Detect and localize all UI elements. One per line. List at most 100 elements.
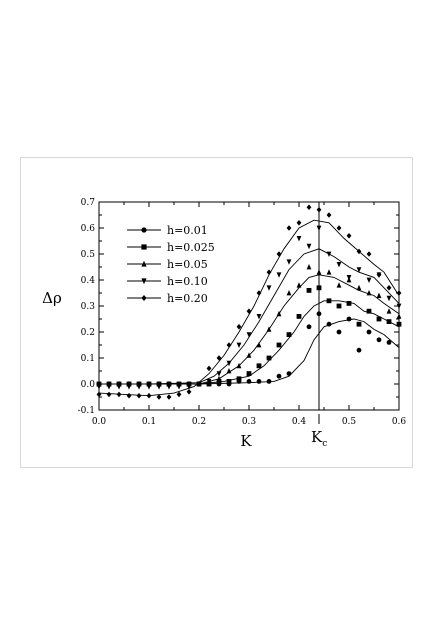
data-point-series-4: [366, 277, 372, 283]
data-point-series-1: [256, 379, 262, 384]
y-tick-label: 0.5: [81, 250, 96, 260]
legend-label: h=0.20: [167, 292, 208, 305]
data-point-series-3: [336, 282, 342, 288]
data-point-series-4: [236, 342, 242, 348]
data-point-series-1: [356, 347, 362, 353]
data-point-series-5: [116, 391, 122, 398]
data-point-series-4: [296, 236, 302, 242]
data-point-series-3: [226, 368, 232, 374]
series-line-1: [99, 318, 400, 385]
data-point-series-5: [396, 290, 402, 296]
data-point-series-4: [116, 384, 122, 390]
data-point-series-5: [106, 391, 112, 398]
data-point-series-4: [166, 384, 172, 390]
data-point-series-2: [286, 332, 292, 337]
x-tick-label: 0.2: [192, 417, 206, 427]
data-point-series-5: [156, 394, 162, 400]
y-tick-label: 0.4: [81, 276, 96, 286]
data-point-series-2: [326, 298, 332, 304]
data-point-series-2: [316, 285, 322, 291]
data-point-series-5: [226, 342, 232, 348]
data-point-series-3: [386, 308, 392, 314]
data-point-series-1: [316, 311, 322, 317]
data-point-series-1: [246, 379, 252, 384]
data-point-series-5: [366, 251, 372, 257]
data-point-series-4: [176, 384, 182, 390]
data-point-series-5: [166, 394, 172, 400]
data-point-series-4: [226, 360, 232, 367]
data-point-series-4: [246, 332, 252, 338]
data-point-series-2: [226, 379, 232, 384]
data-point-series-5: [196, 381, 202, 387]
data-point-series-4: [186, 384, 192, 390]
data-point-series-5: [336, 225, 342, 231]
x-axis-label: K: [240, 432, 252, 450]
y-tick-label: 0.2: [81, 328, 95, 338]
x-tick-label: 0.5: [342, 417, 357, 427]
data-point-series-3: [306, 264, 312, 270]
data-point-series-4: [106, 384, 112, 390]
data-point-series-5: [236, 324, 242, 330]
data-point-series-3: [326, 269, 332, 275]
data-point-series-4: [256, 314, 262, 320]
y-tick-label: -0.1: [78, 406, 95, 416]
legend-marker: [141, 278, 147, 285]
plot-area-frame: [98, 201, 400, 411]
data-point-series-3: [286, 290, 292, 296]
legend-label: h=0.10: [167, 275, 208, 288]
y-tick-label: 0.1: [81, 354, 95, 364]
series-line-4: [99, 248, 400, 385]
data-point-series-4: [326, 251, 332, 257]
y-tick-label: 0.6: [81, 224, 96, 234]
x-tick-label: 0.1: [142, 417, 156, 427]
data-point-series-5: [136, 392, 142, 399]
y-tick-label: 0.3: [81, 302, 96, 312]
data-point-series-2: [216, 379, 222, 384]
data-point-series-5: [256, 290, 262, 296]
x-tick-label: 0.3: [242, 417, 257, 427]
legend-marker: [141, 244, 147, 250]
data-point-series-2: [256, 363, 262, 369]
data-point-series-4: [286, 259, 292, 265]
x-tick-label: 0.0: [92, 417, 107, 427]
legend-label: h=0.01: [167, 224, 208, 237]
data-point-series-5: [316, 207, 322, 213]
data-point-series-4: [396, 303, 402, 309]
figure-frame: [20, 157, 413, 468]
legend-label: h=0.025: [167, 241, 215, 254]
data-point-series-4: [266, 285, 272, 291]
data-point-series-5: [246, 308, 252, 314]
y-axis-label: Δρ: [42, 289, 62, 307]
data-point-series-4: [316, 225, 322, 231]
data-point-series-5: [306, 204, 312, 210]
data-point-series-2: [376, 316, 382, 322]
data-point-series-2: [336, 303, 342, 309]
data-point-series-3: [366, 290, 372, 296]
data-point-series-1: [336, 329, 342, 335]
data-point-series-3: [396, 313, 402, 319]
data-point-series-3: [316, 269, 322, 275]
data-point-series-4: [136, 384, 142, 390]
legend-label: h=0.05: [167, 258, 208, 271]
data-point-series-3: [246, 352, 252, 358]
data-point-series-5: [346, 233, 352, 239]
data-point-series-3: [266, 326, 272, 332]
data-point-series-3: [356, 284, 362, 291]
data-point-series-4: [276, 272, 282, 278]
data-point-series-5: [296, 220, 302, 226]
data-point-series-2: [246, 371, 252, 376]
data-point-series-3: [256, 342, 262, 348]
data-point-series-3: [296, 282, 302, 288]
data-point-series-4: [346, 275, 352, 281]
data-point-series-1: [266, 379, 272, 384]
data-point-series-4: [146, 384, 152, 390]
data-point-series-5: [206, 365, 212, 372]
data-point-series-4: [206, 379, 212, 385]
data-point-series-5: [356, 248, 362, 255]
data-point-series-4: [306, 243, 312, 250]
data-point-series-4: [386, 295, 392, 302]
data-point-series-5: [286, 225, 292, 231]
data-point-series-2: [396, 321, 402, 327]
data-point-series-4: [156, 384, 162, 390]
data-point-series-1: [366, 329, 372, 335]
